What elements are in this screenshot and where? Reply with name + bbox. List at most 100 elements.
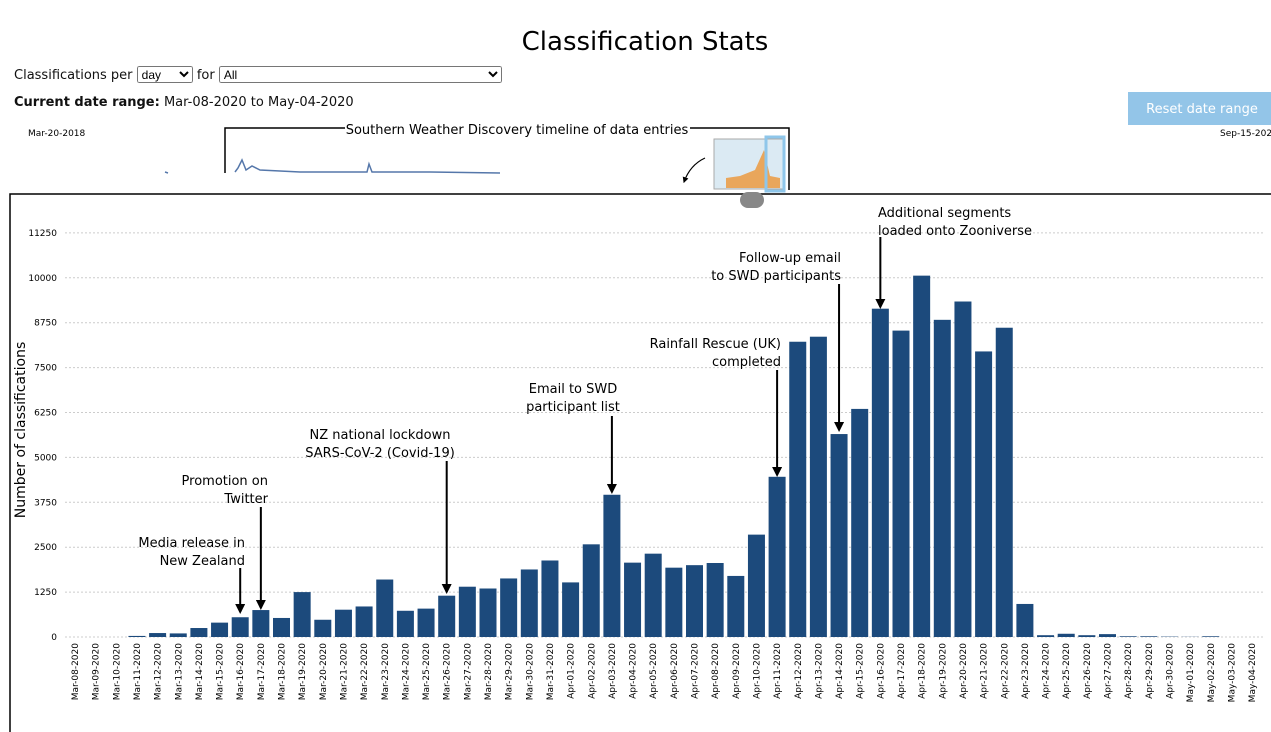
bar	[562, 582, 580, 637]
x-tick-label: Mar-12-2020	[154, 643, 164, 701]
bar	[149, 633, 167, 637]
annotation-line: Additional segments	[878, 206, 1011, 221]
x-tick-label: Mar-23-2020	[381, 643, 391, 701]
x-tick-label: Apr-09-2020	[732, 643, 742, 699]
bar	[252, 610, 270, 637]
x-tick-label: Mar-17-2020	[257, 643, 267, 701]
y-tick-label: 2500	[34, 543, 57, 553]
x-tick-label: Apr-20-2020	[959, 643, 969, 699]
timeline-bracket	[224, 127, 790, 190]
y-tick-label: 11250	[28, 229, 57, 239]
bar	[479, 588, 497, 637]
x-tick-label: Mar-29-2020	[505, 643, 515, 701]
bar	[355, 606, 373, 637]
y-tick-label: 7500	[34, 364, 57, 374]
bar	[314, 619, 332, 637]
curved-arrow	[682, 157, 706, 184]
bar	[954, 301, 972, 637]
per-label: Classifications per	[14, 68, 133, 83]
x-tick-label: Apr-05-2020	[649, 643, 659, 699]
bar	[190, 628, 208, 637]
bar	[541, 560, 559, 637]
x-tick-label: Mar-14-2020	[195, 643, 205, 701]
annotation-line: NZ national lockdown	[310, 428, 451, 443]
x-tick-label: Apr-02-2020	[587, 643, 597, 699]
bar	[417, 608, 435, 637]
x-tick-label: Mar-21-2020	[339, 643, 349, 701]
y-tick-label: 0	[51, 633, 57, 643]
bar	[334, 609, 352, 637]
x-tick-label: Mar-15-2020	[216, 643, 226, 701]
reset-button[interactable]	[1128, 92, 1271, 125]
x-tick-label: Apr-17-2020	[897, 643, 907, 699]
annotation-line: loaded onto Zooniverse	[878, 224, 1032, 239]
annotation-line: Promotion on	[182, 474, 268, 489]
x-tick-label: Mar-22-2020	[360, 643, 370, 701]
bar	[211, 622, 229, 637]
annotation: Email to SWD participant list	[526, 382, 620, 415]
range-value: Mar-08-2020 to May-04-2020	[163, 95, 354, 110]
x-tick-label: Apr-04-2020	[629, 643, 639, 699]
x-tick-label: Mar-10-2020	[112, 643, 122, 701]
x-tick-label: Apr-08-2020	[711, 643, 721, 699]
x-tick-label: Mar-30-2020	[525, 643, 535, 701]
bar	[1099, 634, 1116, 637]
drag-handle[interactable]	[740, 192, 764, 208]
x-tick-label: Mar-31-2020	[546, 643, 556, 701]
annotation-line: completed	[712, 355, 781, 370]
annotation-line: to SWD participants	[711, 269, 841, 284]
bar	[1057, 633, 1075, 637]
x-tick-label: Apr-24-2020	[1042, 643, 1052, 699]
x-tick-label: Apr-11-2020	[773, 643, 783, 699]
bar	[438, 595, 456, 637]
bar	[1202, 636, 1220, 637]
x-tick-label: Apr-29-2020	[1145, 643, 1155, 699]
bar	[1119, 636, 1137, 637]
bar	[1078, 635, 1096, 637]
chart-frame	[9, 193, 1271, 732]
x-tick-label: Mar-26-2020	[443, 643, 453, 701]
x-tick-label: Apr-25-2020	[1062, 643, 1072, 699]
range-label: Current date range:	[14, 95, 160, 110]
annotation-line: New Zealand	[160, 554, 245, 569]
x-tick-label: Apr-01-2020	[567, 643, 577, 699]
x-tick-label: Mar-08-2020	[71, 643, 81, 701]
per-select[interactable]: day	[136, 66, 193, 83]
x-tick-label: Apr-26-2020	[1083, 643, 1093, 699]
x-tick-label: Apr-07-2020	[691, 643, 701, 699]
x-tick-label: May-02-2020	[1207, 643, 1217, 703]
x-tick-label: Apr-23-2020	[1021, 643, 1031, 699]
y-tick-label: 1250	[34, 588, 57, 598]
x-tick-label: Apr-21-2020	[980, 643, 990, 699]
bar	[933, 319, 951, 637]
for-select[interactable]: All	[218, 66, 502, 83]
x-tick-label: Mar-28-2020	[484, 643, 494, 701]
y-tick-label: 3750	[34, 498, 57, 508]
reset-label[interactable]: Reset date range	[1146, 102, 1258, 117]
bar	[1016, 603, 1034, 637]
x-tick-label: Mar-27-2020	[463, 643, 473, 701]
x-tick-label: Apr-12-2020	[794, 643, 804, 699]
x-tick-label: Apr-06-2020	[670, 643, 680, 699]
timeline-end: Sep-15-2020	[1220, 129, 1271, 139]
annotation-line: SARS-CoV-2 (Covid-19)	[305, 446, 455, 461]
bar	[892, 330, 910, 637]
bar	[458, 586, 476, 637]
bar	[396, 610, 414, 637]
bar	[913, 275, 931, 637]
x-tick-label: Mar-11-2020	[133, 643, 143, 701]
bar	[706, 563, 724, 637]
annotation-line: Rainfall Rescue (UK)	[650, 337, 781, 352]
x-tick-label: Apr-27-2020	[1104, 643, 1114, 699]
timeline-sparkline	[164, 158, 501, 174]
brush-handle[interactable]	[764, 135, 786, 193]
x-tick-label: Apr-10-2020	[752, 643, 762, 699]
x-tick-label: Mar-13-2020	[174, 643, 184, 701]
x-tick-label: Mar-16-2020	[236, 643, 246, 701]
bar	[624, 562, 642, 637]
bar	[231, 617, 249, 637]
bar	[768, 476, 786, 637]
x-tick-label: Mar-18-2020	[278, 643, 288, 701]
